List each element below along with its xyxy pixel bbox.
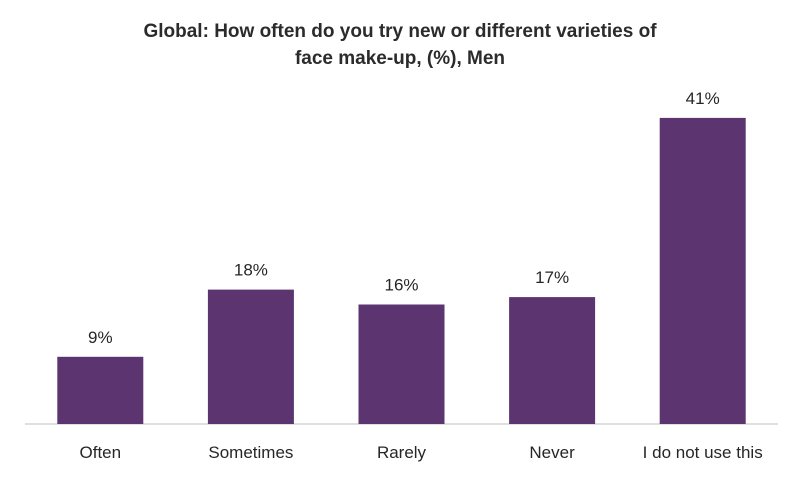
- data-label-0: 9%: [88, 328, 113, 347]
- data-label-3: 17%: [535, 268, 569, 287]
- chart-title-line-2: face make-up, (%), Men: [294, 48, 506, 69]
- bars-layer: [57, 117, 746, 425]
- x-tick-label-1: Sometimes: [208, 443, 293, 462]
- bar-3: [509, 297, 596, 424]
- data-label-2: 16%: [384, 276, 418, 295]
- data-label-4: 41%: [686, 89, 720, 108]
- bar-1: [207, 289, 294, 424]
- x-tick-label-3: Never: [529, 443, 575, 462]
- x-tick-label-0: Often: [80, 443, 122, 462]
- data-label-1: 18%: [234, 261, 268, 280]
- bar-2: [358, 304, 445, 424]
- x-tick-label-2: Rarely: [377, 443, 427, 462]
- x-tick-label-4: I do not use this: [643, 443, 763, 462]
- data-labels-layer: 9% 18% 16% 17% 41%: [88, 89, 720, 347]
- chart-title: Global: How often do you try new or diff…: [0, 18, 800, 72]
- bar-4: [659, 117, 746, 425]
- bar-0: [57, 356, 144, 424]
- x-tick-labels-layer: Often Sometimes Rarely Never I do not use th…: [80, 443, 763, 462]
- chart-title-line-1: Global: How often do you try new or diff…: [143, 21, 657, 42]
